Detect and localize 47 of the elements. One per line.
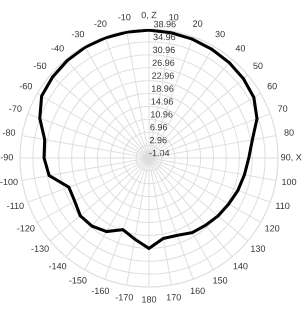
spoke-label: -140 (48, 262, 66, 270)
y-tick-label: 26.96 (152, 60, 174, 66)
spoke-label: 80 (284, 129, 294, 136)
y-tick-label: 30.96 (152, 46, 175, 54)
y-tick-label: 22.96 (152, 72, 174, 79)
spoke-label: 100 (282, 178, 296, 186)
spoke-label: -60 (20, 82, 32, 90)
spoke-label: -110 (7, 202, 24, 210)
spoke-label: 30 (215, 30, 225, 38)
spoke-label: -120 (17, 225, 35, 232)
y-tick-label: 2.96 (150, 136, 167, 144)
spoke-label: 10 (169, 14, 178, 20)
y-tick-label: 10.96 (151, 111, 173, 118)
y-tick-label: 38.96 (154, 20, 176, 28)
spoke-label: -100 (0, 178, 18, 186)
spoke-label: -20 (94, 20, 107, 27)
spoke-label: 40 (236, 45, 246, 52)
spoke-label: 20 (193, 20, 202, 27)
spoke-label: -150 (69, 277, 87, 284)
spoke-label: 130 (251, 245, 266, 252)
spoke-label: -50 (34, 62, 46, 70)
spoke-label: -40 (51, 45, 64, 52)
spoke-label: 150 (213, 277, 228, 284)
spoke-label: -160 (92, 288, 110, 294)
y-tick-label: -1.04 (149, 150, 170, 156)
spoke-label: 70 (278, 105, 288, 112)
spoke-label: -130 (31, 245, 49, 252)
spoke-label: 110 (276, 202, 290, 210)
y-tick-label: 14.96 (151, 98, 173, 105)
spoke-label: 60 (268, 82, 277, 90)
spoke-label: 160 (190, 288, 205, 294)
spoke-label: -30 (72, 30, 84, 38)
spoke-label: 50 (253, 62, 263, 70)
spoke-label: -90 (0, 154, 13, 160)
spoke-label: 90, X (281, 154, 302, 162)
spoke-label: -70 (9, 105, 22, 112)
y-tick-label: 6.96 (150, 124, 168, 130)
spoke-label: 140 (234, 262, 248, 270)
spoke-label: -10 (118, 14, 130, 20)
spoke-label: 120 (265, 225, 280, 232)
spoke-label: 180 (142, 296, 156, 303)
y-tick-label: 18.96 (152, 85, 174, 92)
spoke-label: 0, Z (142, 12, 156, 20)
y-tick-label: 34.96 (153, 34, 176, 40)
spoke-label: 170 (166, 294, 181, 300)
spoke-label: -80 (2, 129, 16, 136)
spoke-label: -170 (116, 294, 133, 300)
